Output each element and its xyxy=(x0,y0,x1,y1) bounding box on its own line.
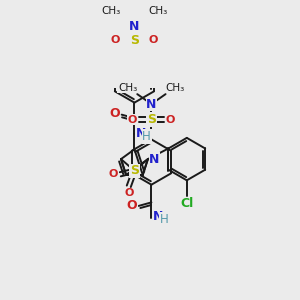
Text: CH₃: CH₃ xyxy=(101,6,120,16)
Text: S: S xyxy=(147,113,156,126)
Text: N: N xyxy=(129,20,140,33)
Text: O: O xyxy=(166,115,175,124)
Text: CH₃: CH₃ xyxy=(118,83,137,93)
Text: N: N xyxy=(149,153,160,166)
Text: S: S xyxy=(130,164,139,177)
Text: O: O xyxy=(128,115,137,124)
Text: N: N xyxy=(146,98,157,110)
Text: O: O xyxy=(109,107,120,120)
Text: O: O xyxy=(124,188,134,198)
Text: Cl: Cl xyxy=(180,197,194,210)
Text: O: O xyxy=(109,169,118,179)
Text: N: N xyxy=(153,210,163,223)
Text: H: H xyxy=(142,130,151,143)
Text: N: N xyxy=(136,127,146,140)
Text: H: H xyxy=(160,213,169,226)
Text: S: S xyxy=(130,34,139,47)
Text: O: O xyxy=(127,200,137,212)
Text: O: O xyxy=(111,35,120,45)
Text: O: O xyxy=(148,35,158,45)
Text: CH₃: CH₃ xyxy=(166,83,185,93)
Text: CH₃: CH₃ xyxy=(148,6,168,16)
